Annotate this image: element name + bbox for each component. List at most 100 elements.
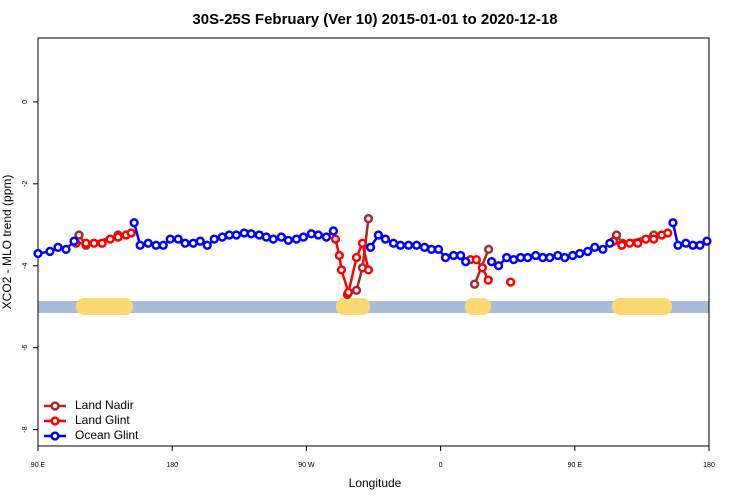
- data-point: [276, 232, 286, 242]
- data-point: [151, 240, 161, 250]
- x-axis-label: Longitude: [349, 476, 402, 490]
- data-point: [246, 229, 256, 239]
- data-point: [365, 242, 376, 252]
- legend-marker: [50, 416, 60, 426]
- land-ocean-strip: [38, 298, 709, 315]
- data-point: [334, 250, 345, 261]
- x-tick-label: 90 W: [298, 462, 315, 469]
- data-point: [411, 240, 422, 250]
- data-point: [195, 236, 205, 246]
- data-point: [89, 238, 99, 248]
- data-point: [403, 240, 414, 250]
- data-point: [33, 248, 43, 259]
- data-point: [306, 229, 316, 239]
- data-point: [506, 277, 516, 287]
- data-point: [351, 285, 362, 295]
- data-point: [575, 248, 585, 259]
- data-point: [328, 226, 339, 236]
- data-point: [283, 235, 294, 246]
- data-point: [45, 246, 55, 257]
- data-point: [239, 228, 249, 238]
- data-point: [209, 234, 219, 244]
- data-point: [673, 240, 683, 250]
- data-point: [69, 236, 79, 246]
- legend-marker: [50, 431, 60, 441]
- data-point: [493, 261, 504, 271]
- x-tick-label: 90 E: [31, 462, 46, 469]
- data-point: [471, 254, 482, 265]
- data-point: [81, 238, 91, 248]
- data-point: [105, 234, 115, 244]
- x-tick-label: 0: [439, 462, 443, 469]
- data-point: [61, 244, 71, 255]
- data-point: [395, 240, 406, 250]
- data-point: [617, 240, 627, 250]
- x-tick-label: 90 E: [568, 462, 583, 469]
- x-tick-label: 180: [703, 462, 715, 469]
- data-point: [330, 234, 341, 244]
- data-point: [298, 232, 309, 242]
- x-tick-label: 180: [166, 462, 178, 469]
- data-point: [363, 265, 374, 275]
- data-point: [649, 234, 659, 244]
- data-point: [180, 238, 190, 248]
- data-point: [641, 234, 651, 244]
- y-tick-label: -2: [22, 181, 29, 187]
- legend-label: Land Nadir: [75, 398, 134, 412]
- data-point: [433, 244, 444, 255]
- data-point: [583, 246, 593, 257]
- data-point: [357, 238, 368, 248]
- y-tick-label: 0: [22, 100, 29, 104]
- y-tick-label: -6: [22, 344, 29, 350]
- data-point: [173, 234, 183, 244]
- data-point: [231, 230, 241, 240]
- data-point: [158, 240, 168, 250]
- chart-title: 30S-25S February (Ver 10) 2015-01-01 to …: [192, 11, 557, 28]
- data-point: [113, 232, 123, 242]
- data-point: [486, 257, 497, 267]
- data-point: [380, 234, 391, 244]
- data-point: [483, 244, 494, 255]
- data-point: [165, 234, 175, 244]
- data-point: [321, 232, 332, 242]
- data-point: [560, 252, 570, 263]
- data-point: [590, 242, 600, 252]
- data-point: [126, 228, 136, 238]
- y-tick-label: -4: [22, 263, 29, 269]
- data-point: [343, 287, 354, 298]
- data-point: [202, 240, 212, 250]
- y-axis-label: XCO2 - MLO trend (ppm): [0, 175, 14, 310]
- data-point: [351, 252, 362, 263]
- data-point: [605, 238, 615, 248]
- data-point: [625, 238, 635, 248]
- data-point: [363, 214, 374, 224]
- data-point: [461, 257, 471, 267]
- data-point: [695, 240, 705, 250]
- legend-label: Land Glint: [75, 413, 130, 427]
- data-point: [53, 242, 63, 252]
- data-point: [483, 275, 493, 285]
- data-point: [598, 244, 608, 255]
- data-point: [129, 218, 139, 228]
- data-point: [702, 236, 712, 246]
- data-point: [545, 252, 555, 263]
- data-point: [268, 234, 278, 244]
- data-point: [477, 263, 488, 273]
- data-point: [313, 230, 323, 240]
- data-point: [469, 279, 480, 289]
- data-point: [663, 228, 673, 238]
- data-point: [373, 230, 384, 240]
- data-point: [74, 230, 84, 240]
- data-point: [135, 240, 145, 250]
- legend-label: Ocean Glint: [75, 428, 139, 442]
- legend-marker: [50, 401, 60, 411]
- data-point: [633, 238, 643, 248]
- data-point: [523, 252, 533, 263]
- data-point: [143, 238, 153, 248]
- data-point: [455, 250, 466, 261]
- y-tick-label: -8: [22, 426, 29, 432]
- data-point: [440, 252, 451, 263]
- data-point: [668, 218, 678, 228]
- data-point: [336, 265, 347, 275]
